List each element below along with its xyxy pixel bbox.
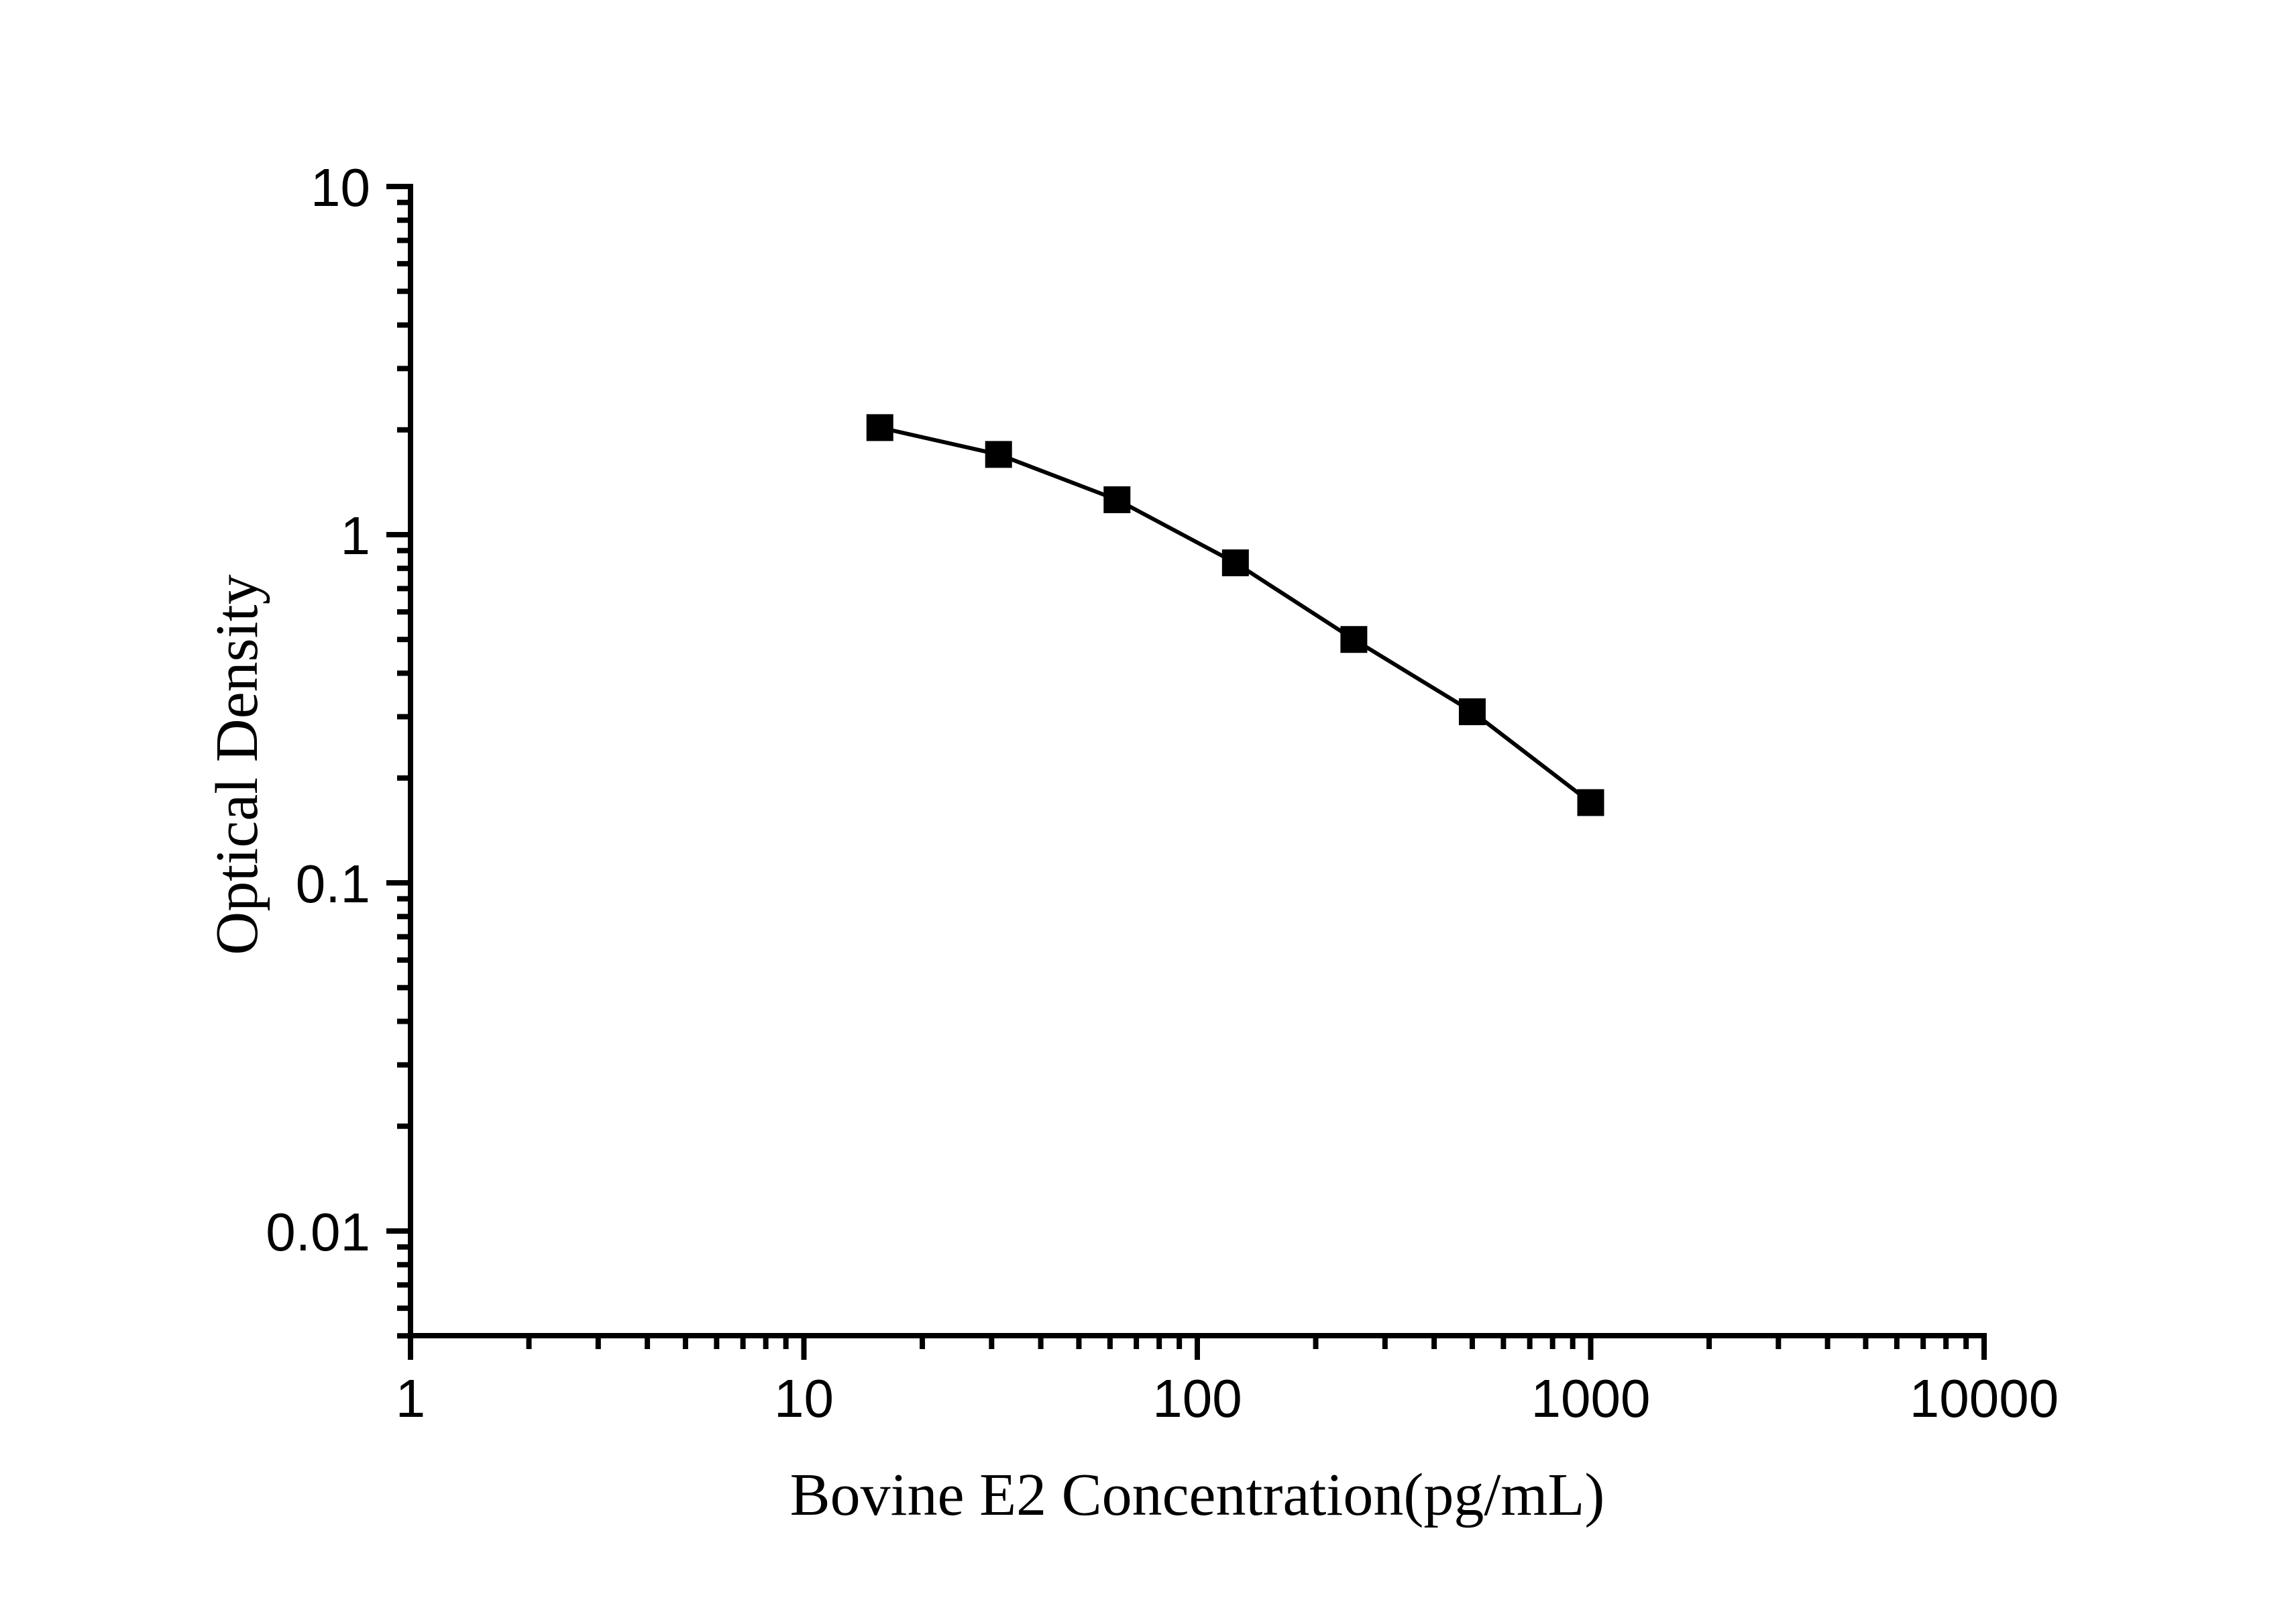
y-tick-label: 0.01 — [266, 1202, 370, 1262]
data-point-marker — [1221, 549, 1249, 576]
data-point-marker — [1458, 698, 1486, 725]
data-point-marker — [985, 441, 1012, 468]
x-tick-label: 10000 — [1910, 1369, 2059, 1428]
x-axis-title: Bovine E2 Concentration(pg/mL) — [790, 1462, 1605, 1528]
y-tick-label: 1 — [341, 506, 371, 566]
data-point-marker — [1340, 626, 1368, 653]
x-tick-label: 10 — [774, 1369, 834, 1428]
data-point-marker — [1577, 789, 1604, 816]
y-axis-title: Optical Density — [204, 574, 270, 955]
y-tick-label: 0.1 — [296, 854, 370, 914]
chart-generated-content: 1 10 100 1000 10000 10 1 0.1 0.01 — [266, 158, 2059, 1428]
data-point-marker — [866, 414, 893, 441]
y-tick-label: 10 — [311, 158, 370, 217]
x-tick-label: 1000 — [1531, 1369, 1651, 1428]
x-tick-label: 100 — [1152, 1369, 1242, 1428]
data-point-marker — [1103, 486, 1131, 513]
x-tick-label: 1 — [396, 1369, 426, 1428]
